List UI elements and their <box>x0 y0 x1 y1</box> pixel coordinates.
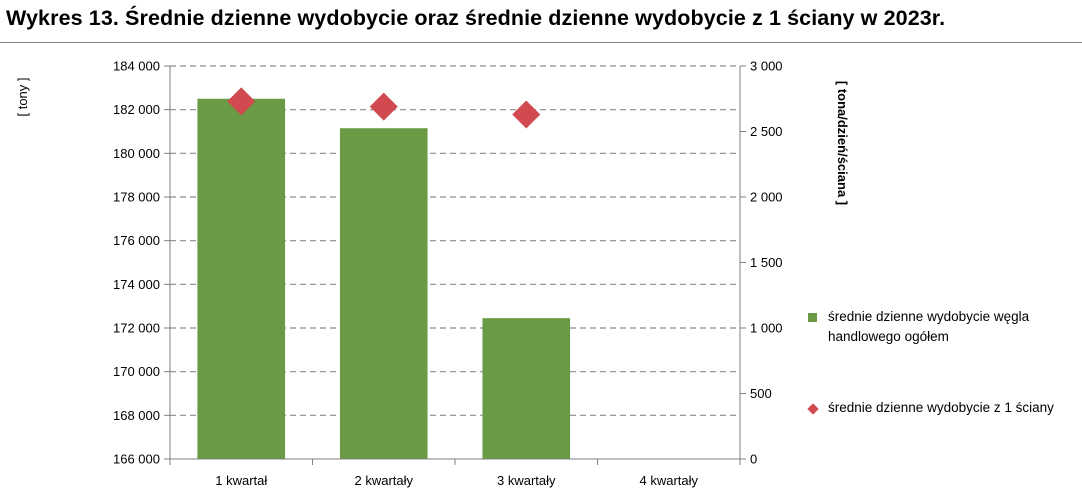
bar <box>197 98 286 459</box>
bar <box>339 128 428 459</box>
bar <box>482 318 571 459</box>
right-axis-tick-label: 1 000 <box>750 321 783 336</box>
title-divider <box>0 42 1082 43</box>
right-axis-tick-label: 2 500 <box>750 124 783 139</box>
right-axis-tick-label: 1 500 <box>750 255 783 270</box>
left-axis-tick-label: 166 000 <box>113 452 160 467</box>
x-axis-tick-label: 4 kwartały <box>639 473 698 488</box>
x-axis-tick-label: 1 kwartał <box>215 473 267 488</box>
bar-series <box>197 98 571 459</box>
left-axis-tick-label: 184 000 <box>113 59 160 74</box>
diamond-marker <box>512 100 541 129</box>
diamond-marker <box>369 92 398 121</box>
left-axis-tick-label: 174 000 <box>113 277 160 292</box>
left-axis-tick-label: 170 000 <box>113 364 160 379</box>
x-axis-tick-label: 3 kwartały <box>497 473 556 488</box>
x-axis-ticks: 1 kwartał 2 kwartały 3 kwartały 4 kwartały <box>215 473 698 488</box>
left-axis-tick-label: 168 000 <box>113 408 160 423</box>
left-axis-tick-label: 172 000 <box>113 321 160 336</box>
axes <box>164 65 746 465</box>
right-axis-tick-label: 3 000 <box>750 59 783 74</box>
right-axis-tick-label: 500 <box>750 386 772 401</box>
left-axis-ticks: 166 000 168 000 170 000 172 000 174 000 176 0… <box>113 59 160 467</box>
left-axis-tick-label: 178 000 <box>113 190 160 205</box>
left-axis-tick-label: 182 000 <box>113 102 160 117</box>
x-axis-tick-label: 2 kwartały <box>354 473 413 488</box>
legend-square-icon <box>808 313 817 322</box>
legend-label-markers: średnie dzienne wydobycie z 1 ściany <box>828 400 1054 415</box>
right-axis-ticks: 0 500 1 000 1 500 2 000 2 500 3 000 <box>750 59 783 467</box>
chart-title: Wykres 13. Średnie dzienne wydobycie ora… <box>6 6 946 30</box>
left-axis-title: [ tony ] <box>15 77 30 116</box>
right-axis-tick-label: 2 000 <box>750 190 783 205</box>
left-axis-tick-label: 180 000 <box>113 146 160 161</box>
right-axis-tick-label: 0 <box>750 452 757 467</box>
right-axis-title: [ tona/dzień/ściana ] <box>835 81 850 205</box>
marker-series <box>227 87 541 129</box>
left-axis-tick-label: 176 000 <box>113 233 160 248</box>
legend-label-bars: średnie dzienne wydobycie węgla handlowe… <box>828 309 1030 344</box>
diamond-marker <box>227 87 256 116</box>
